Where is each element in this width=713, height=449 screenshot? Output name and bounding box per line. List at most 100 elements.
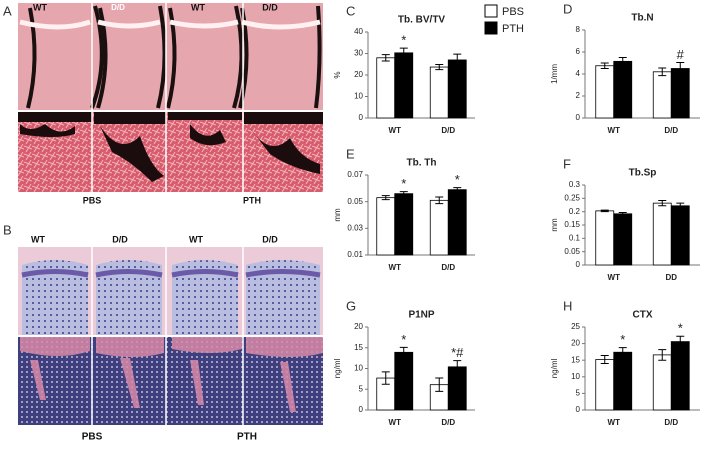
panel-letter: H — [563, 298, 572, 313]
group-label: PBS — [83, 195, 102, 205]
legend-label: PBS — [502, 6, 524, 18]
y-axis-label: % — [333, 71, 342, 78]
y-tick-label: 0 — [576, 260, 581, 269]
x-tick-label: WT — [389, 126, 402, 135]
error-bar — [399, 47, 408, 59]
y-tick-label: 0.15 — [564, 220, 580, 229]
panel-letter: A — [3, 3, 12, 18]
x-tick-label: WT — [608, 418, 621, 427]
error-bar — [453, 53, 462, 67]
significance-label: * — [401, 176, 406, 191]
y-axis-label: ng/ml — [550, 358, 559, 378]
y-tick-label: 5 — [576, 389, 581, 398]
bar — [652, 354, 672, 411]
error-bar — [453, 187, 462, 193]
x-tick-label: WT — [608, 273, 621, 282]
error-bar — [453, 360, 462, 374]
column-label: WT — [31, 234, 45, 244]
bar — [670, 341, 690, 411]
chart-title: Tb. BV/TV — [398, 15, 446, 26]
y-tick-label: 0 — [576, 405, 581, 414]
error-bar — [435, 196, 444, 205]
significance-label: * — [620, 332, 625, 347]
significance-label: * — [678, 321, 683, 336]
bar — [670, 205, 690, 266]
y-tick-label: 15 — [354, 343, 363, 352]
error-bar — [658, 199, 667, 207]
significance-label: * — [455, 172, 460, 187]
panel-letter: B — [3, 222, 12, 237]
error-bar — [676, 202, 685, 209]
x-tick-label: D/D — [664, 126, 678, 135]
panel-letter: D — [563, 1, 572, 16]
error-bar — [676, 335, 685, 348]
error-bar — [618, 211, 627, 216]
x-tick-label: D/D — [441, 263, 455, 272]
bar — [376, 57, 396, 119]
chart-title: CTX — [633, 310, 653, 321]
y-tick-label: 0.25 — [564, 193, 580, 202]
x-tick-label: D/D — [441, 418, 455, 427]
bar — [652, 71, 672, 119]
bar — [447, 189, 467, 256]
panel-letter: E — [346, 146, 355, 161]
column-label: D/D — [262, 234, 278, 244]
y-axis-label: ng/ml — [333, 358, 342, 378]
y-tick-label: 0.03 — [347, 223, 363, 232]
y-tick-label: 0 — [359, 113, 364, 122]
significance-label: * — [401, 332, 406, 347]
chart-title: Tb.N — [631, 13, 653, 24]
bar — [394, 351, 414, 411]
x-tick-label: D/D — [664, 418, 678, 427]
bar — [613, 351, 633, 411]
y-tick-label: 15 — [571, 355, 580, 364]
panel-b-images — [18, 247, 323, 425]
bar — [394, 52, 414, 119]
y-tick-label: 8 — [576, 25, 581, 34]
significance-label: # — [677, 47, 685, 62]
y-tick-label: 0.1 — [569, 233, 581, 242]
y-tick-label: 0.05 — [347, 197, 363, 206]
error-bar — [618, 347, 627, 358]
y-tick-label: 5 — [359, 384, 364, 393]
error-bar — [618, 57, 627, 66]
chart-title: P1NP — [408, 310, 434, 321]
y-tick-label: 25 — [571, 322, 580, 331]
x-tick-label: D/D — [441, 126, 455, 135]
y-tick-label: 20 — [354, 70, 363, 79]
error-bar — [600, 209, 609, 213]
y-tick-label: 0.07 — [347, 170, 363, 179]
y-tick-label: 10 — [571, 372, 580, 381]
legend-swatch — [484, 4, 498, 18]
y-tick-label: 2 — [576, 91, 581, 100]
panel-letter: C — [346, 3, 355, 18]
y-tick-label: 20 — [354, 322, 363, 331]
bar — [652, 202, 672, 266]
y-tick-label: 40 — [354, 27, 363, 36]
y-tick-label: 4 — [576, 69, 581, 78]
y-axis-label: mm — [550, 218, 559, 232]
error-bar — [381, 371, 390, 385]
error-bar — [435, 63, 444, 71]
column-label: D/D — [262, 2, 278, 12]
error-bar — [600, 355, 609, 365]
bar — [376, 197, 396, 256]
group-label: PBS — [82, 432, 103, 443]
y-tick-label: 0.2 — [569, 207, 581, 216]
error-bar — [399, 346, 408, 358]
legend-label: PTH — [502, 23, 524, 35]
bar — [394, 193, 414, 256]
column-label: D/D — [111, 3, 125, 12]
bar — [595, 210, 615, 266]
significance-label: * — [401, 33, 406, 48]
error-bar — [658, 349, 667, 361]
x-tick-label: WT — [389, 418, 402, 427]
group-label: PTH — [243, 195, 261, 205]
bar — [447, 59, 467, 119]
chart-title: Tb.Sp — [629, 168, 657, 179]
y-tick-label: 0.3 — [569, 180, 581, 189]
y-tick-label: 20 — [571, 339, 580, 348]
y-axis-label: mm — [333, 208, 342, 222]
column-label: WT — [33, 2, 47, 12]
